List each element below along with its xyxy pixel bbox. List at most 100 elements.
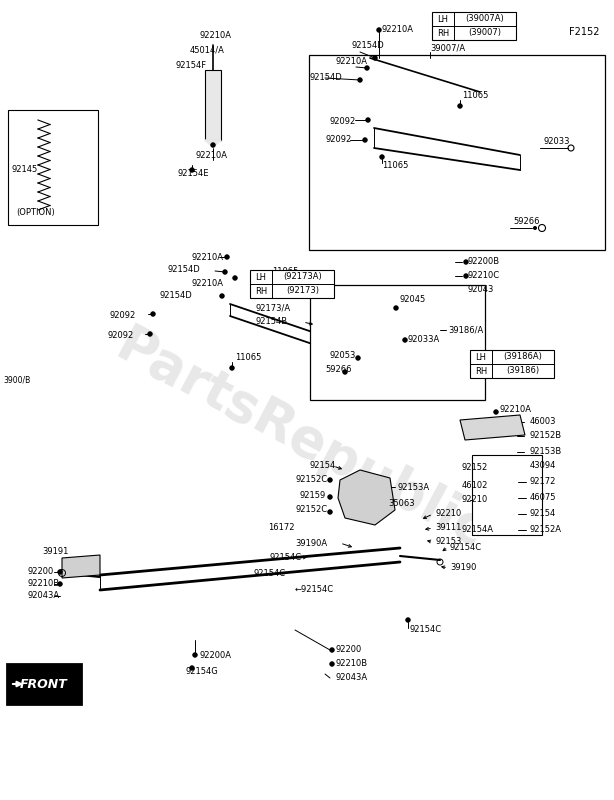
Text: 11065: 11065 (272, 267, 298, 277)
Text: 46075: 46075 (530, 494, 556, 502)
Text: 59266: 59266 (325, 366, 351, 374)
Circle shape (365, 66, 369, 70)
Text: 45014/A: 45014/A (190, 46, 225, 54)
Text: 39190: 39190 (450, 563, 476, 573)
Text: 92200B: 92200B (468, 258, 500, 266)
Circle shape (223, 270, 227, 274)
Circle shape (148, 332, 152, 336)
Text: (OPTION): (OPTION) (16, 207, 55, 217)
Text: 11065: 11065 (235, 354, 262, 362)
Text: 39191: 39191 (42, 547, 68, 557)
Text: 3900/B: 3900/B (3, 375, 30, 385)
Bar (8, 110, 98, 225)
Text: 92154E: 92154E (178, 170, 209, 178)
Text: 92200A: 92200A (200, 650, 232, 659)
Polygon shape (62, 555, 100, 578)
Text: (92173): (92173) (287, 286, 319, 295)
Polygon shape (205, 140, 221, 148)
Text: 92043A: 92043A (335, 674, 367, 682)
Text: 92210C: 92210C (468, 271, 500, 281)
Circle shape (211, 142, 215, 147)
Circle shape (268, 278, 272, 282)
Text: 92043A: 92043A (28, 591, 60, 601)
Circle shape (330, 648, 334, 652)
Circle shape (534, 226, 537, 230)
Circle shape (220, 294, 224, 298)
Circle shape (377, 28, 381, 32)
Text: 11065: 11065 (462, 91, 488, 101)
Text: 92033A: 92033A (408, 335, 440, 345)
Text: 16172: 16172 (268, 522, 295, 531)
Text: 92152B: 92152B (530, 431, 562, 441)
Circle shape (458, 104, 462, 108)
Circle shape (394, 306, 398, 310)
Text: F2152: F2152 (570, 27, 600, 37)
Bar (310, 285, 485, 400)
Text: 11065: 11065 (382, 161, 408, 170)
Text: 92159: 92159 (300, 490, 326, 499)
Text: 92200: 92200 (28, 567, 54, 577)
Text: 46102: 46102 (462, 481, 488, 490)
Circle shape (190, 666, 194, 670)
Text: 92092: 92092 (329, 118, 356, 126)
Circle shape (58, 582, 62, 586)
Circle shape (233, 276, 237, 280)
Text: 92152A: 92152A (530, 526, 562, 534)
Circle shape (373, 56, 377, 60)
Text: 92154D: 92154D (167, 266, 200, 274)
Text: 92172: 92172 (530, 478, 556, 486)
Text: 92154: 92154 (530, 510, 556, 518)
Text: 92154G: 92154G (185, 667, 218, 677)
Circle shape (328, 494, 332, 499)
Text: 92053: 92053 (330, 351, 356, 361)
Text: PartsRepublic: PartsRepublic (106, 320, 494, 560)
Circle shape (406, 618, 410, 622)
Text: 92043: 92043 (468, 286, 494, 294)
Text: (39007): (39007) (468, 29, 502, 38)
Text: 43094: 43094 (530, 461, 556, 470)
Text: 92092: 92092 (326, 135, 352, 145)
Polygon shape (338, 470, 395, 525)
Text: (92173A): (92173A) (284, 273, 322, 282)
FancyBboxPatch shape (7, 664, 81, 704)
Text: 92210A: 92210A (195, 150, 227, 159)
Circle shape (151, 312, 155, 316)
Text: 92154C: 92154C (450, 542, 482, 551)
Text: 92152C: 92152C (295, 506, 327, 514)
Circle shape (358, 78, 362, 82)
Text: 92145: 92145 (12, 166, 38, 174)
Text: 92154F: 92154F (175, 62, 206, 70)
Text: 92092: 92092 (110, 311, 136, 321)
Text: 92210A: 92210A (200, 31, 232, 41)
Circle shape (230, 366, 234, 370)
Circle shape (190, 168, 194, 172)
Text: 92153B: 92153B (530, 447, 562, 457)
Text: 35063: 35063 (388, 499, 414, 509)
Text: ←92154C: ←92154C (295, 586, 334, 594)
Text: LH: LH (438, 14, 448, 23)
Bar (472, 455, 542, 535)
Text: 92154D: 92154D (310, 74, 343, 82)
Text: 92154C: 92154C (410, 626, 442, 634)
Text: 92045: 92045 (400, 295, 426, 305)
Polygon shape (460, 415, 525, 440)
Circle shape (225, 254, 229, 259)
Bar (309, 55, 605, 250)
Text: 92153: 92153 (435, 538, 461, 546)
Text: (39186A): (39186A) (503, 353, 542, 362)
Text: LH: LH (255, 273, 266, 282)
Circle shape (330, 662, 334, 666)
Text: LH: LH (475, 353, 486, 362)
Text: 92173/A: 92173/A (256, 303, 291, 313)
Text: 92210B: 92210B (335, 659, 367, 669)
Bar (205, 70, 221, 140)
Text: 92210A: 92210A (382, 26, 414, 34)
Circle shape (403, 338, 407, 342)
Text: FRONT: FRONT (20, 678, 68, 690)
Text: 92152C: 92152C (295, 475, 327, 485)
Text: 92154A: 92154A (462, 526, 494, 534)
Circle shape (380, 154, 384, 159)
Text: 92154B: 92154B (256, 318, 288, 326)
Text: 46003: 46003 (530, 418, 556, 426)
Text: 92210A: 92210A (192, 278, 224, 287)
